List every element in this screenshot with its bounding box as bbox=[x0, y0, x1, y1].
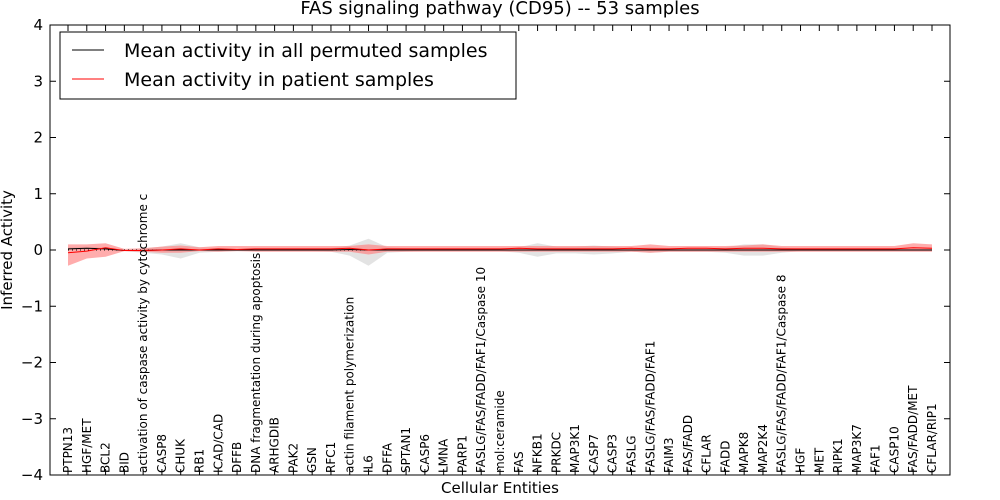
legend-label-patient: Mean activity in patient samples bbox=[124, 69, 434, 91]
x-tick-label: FASLG bbox=[624, 435, 638, 473]
y-tick-label: 3 bbox=[33, 72, 43, 90]
chart-title: FAS signaling pathway (CD95) -- 53 sampl… bbox=[300, 0, 699, 19]
line-patient bbox=[67, 247, 933, 254]
x-tick-label: ARHGDIB bbox=[268, 417, 282, 473]
x-tick-label: HGF bbox=[794, 448, 808, 473]
legend-box bbox=[59, 31, 517, 100]
x-tick-label: FAS/FADD/MET bbox=[906, 385, 920, 473]
band-permuted bbox=[68, 238, 932, 266]
legend-label-permuted: Mean activity in all permuted samples bbox=[124, 40, 487, 62]
x-tick-label: CASP10 bbox=[887, 426, 901, 473]
x-tick-label: CASP3 bbox=[606, 434, 620, 473]
series-lines bbox=[67, 247, 933, 254]
x-tick-label: MAP3K7 bbox=[850, 424, 864, 473]
y-tick-label: −1 bbox=[21, 297, 43, 315]
x-tick-label: MAP2K4 bbox=[756, 424, 770, 473]
x-tick-label: HGF/MET bbox=[80, 418, 94, 473]
x-tick-label: PAK2 bbox=[286, 443, 300, 473]
x-tick-label: FAF1 bbox=[869, 444, 883, 473]
x-tick-label: DNA fragmentation during apoptosis bbox=[249, 253, 263, 473]
x-tick-label: RB1 bbox=[192, 449, 206, 473]
y-tick-label: −2 bbox=[21, 354, 43, 372]
y-tick-label: 2 bbox=[33, 129, 43, 147]
x-tick-label: CASP7 bbox=[587, 434, 601, 473]
x-tick-label: FAS bbox=[512, 451, 526, 473]
x-tick-label: PTPN13 bbox=[61, 427, 75, 473]
y-axis-label: Inferred Activity bbox=[0, 190, 16, 310]
x-tick-label: GSN bbox=[305, 447, 319, 473]
x-tick-label: FAS/FADD bbox=[681, 415, 695, 473]
x-tick-label: ICAD/CAD bbox=[211, 414, 225, 473]
x-tick-label: FASLG/FAS/FADD/FAF1 bbox=[643, 341, 657, 473]
x-tick-label: PRKDC bbox=[549, 432, 563, 473]
y-tick-label: −3 bbox=[21, 410, 43, 428]
x-axis: PTPN13 HGF/MET BCL2 BID activation of caspas… bbox=[61, 25, 939, 475]
x-tick-label: MAP3K1 bbox=[568, 424, 582, 473]
x-tick-label: SPTAN1 bbox=[399, 427, 413, 473]
x-tick-label: BCL2 bbox=[99, 442, 113, 473]
y-tick-label: 4 bbox=[33, 16, 43, 34]
x-tick-label: PARP1 bbox=[455, 435, 469, 473]
legend: Mean activity in all permuted samples Me… bbox=[59, 31, 517, 100]
y-tick-label: −4 bbox=[21, 466, 43, 484]
x-tick-label: CFLAR/RIP1 bbox=[925, 403, 939, 473]
x-tick-label: MAPK8 bbox=[737, 432, 751, 473]
x-tick-label: RIPK1 bbox=[831, 438, 845, 473]
x-tick-label: actin filament polymerization bbox=[343, 297, 357, 473]
x-tick-label: FASLG/FAS/FADD/FAF1/Caspase 10 bbox=[474, 267, 488, 473]
x-tick-label: RFC1 bbox=[324, 442, 338, 473]
x-tick-label: BID bbox=[117, 452, 131, 473]
x-tick-label: DFFB bbox=[230, 442, 244, 473]
x-tick-label: FASLG/FAS/FADD/FAF1/Caspase 8 bbox=[775, 275, 789, 474]
y-tick-label: 1 bbox=[33, 185, 43, 203]
y-axis: 4 3 2 1 0 −1 −2 −3 −4 bbox=[21, 16, 950, 484]
x-tick-label: NFKB1 bbox=[531, 433, 545, 473]
x-tick-label: IL6 bbox=[362, 455, 376, 473]
x-tick-label: CFLAR bbox=[700, 434, 714, 473]
line-permuted bbox=[67, 247, 932, 252]
x-tick-label: CASP6 bbox=[418, 434, 432, 473]
x-tick-label: mol:ceramide bbox=[493, 390, 507, 473]
y-tick-label: 0 bbox=[33, 241, 43, 259]
x-tick-label: CASP8 bbox=[155, 434, 169, 473]
x-axis-label: Cellular Entities bbox=[441, 479, 559, 497]
x-tick-label: FADD bbox=[718, 441, 732, 474]
x-tick-label: DFFA bbox=[380, 442, 394, 473]
x-tick-label: CHUK bbox=[174, 438, 188, 473]
x-tick-label: FAIM3 bbox=[662, 437, 676, 473]
x-tick-label: LMNA bbox=[437, 438, 451, 473]
x-tick-label: activation of caspase activity by cytoch… bbox=[136, 194, 150, 473]
x-tick-label: MET bbox=[812, 447, 826, 473]
